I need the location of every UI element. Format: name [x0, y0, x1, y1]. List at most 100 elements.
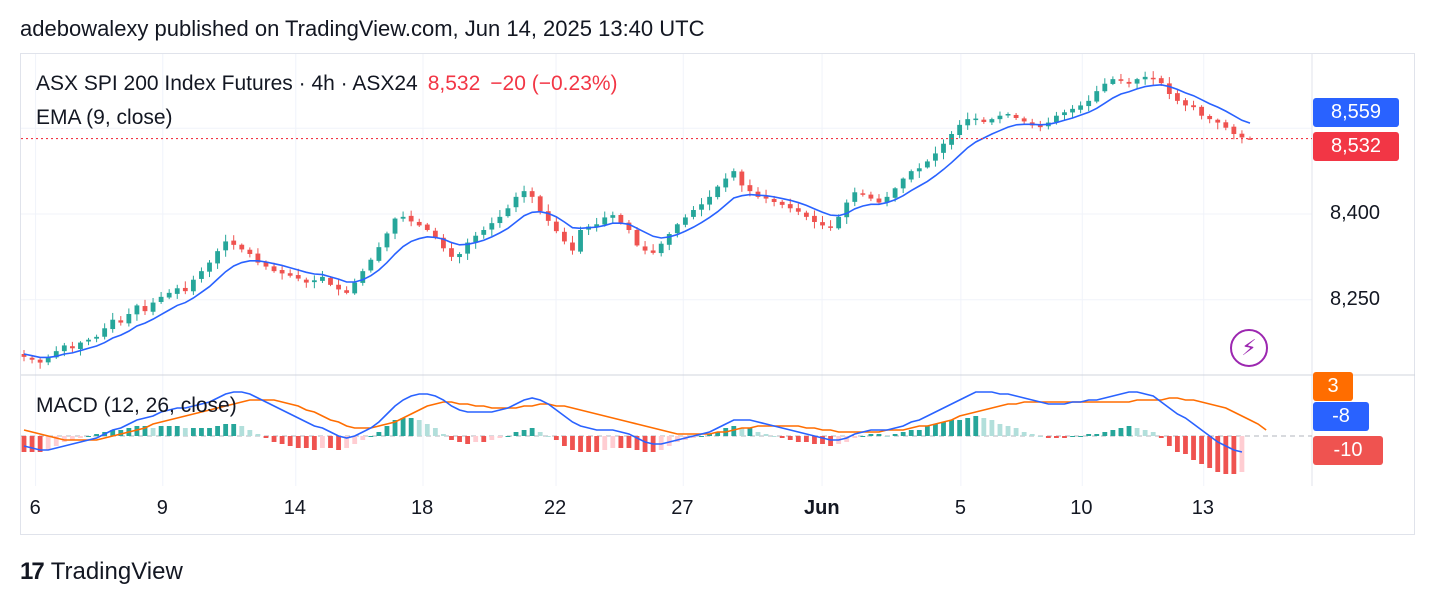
macd-histogram-bar — [1037, 436, 1043, 437]
candle-body — [1166, 83, 1172, 94]
candle-body — [763, 196, 769, 199]
last-price-tag: 8,532 — [1313, 132, 1399, 161]
macd-histogram-bar — [384, 426, 390, 436]
macd-histogram-bar — [94, 434, 99, 436]
candle-body — [1231, 126, 1237, 134]
candle-body — [747, 185, 753, 192]
candle-body — [150, 302, 156, 312]
candle-body — [594, 224, 600, 228]
macd-histogram-bar — [658, 436, 664, 450]
candle-body — [255, 253, 261, 263]
candle-body — [553, 221, 559, 232]
macd-histogram-bar — [933, 424, 938, 436]
macd-histogram-bar — [287, 436, 293, 446]
candle-body — [489, 223, 495, 230]
macd-histogram-bar — [553, 436, 559, 440]
lightning-bolt-icon[interactable]: ⚡ — [1230, 329, 1268, 367]
macd-histogram-bar — [1239, 436, 1245, 472]
macd-histogram-bar — [408, 418, 414, 436]
macd-histogram-bar — [852, 436, 858, 438]
time-axis-label: 6 — [29, 497, 41, 519]
time-axis-label: 18 — [411, 497, 434, 519]
candle-body — [537, 196, 543, 212]
candle-body — [1037, 124, 1043, 128]
macd-histogram-bar — [400, 418, 406, 436]
candle-body — [771, 198, 777, 202]
macd-histogram-bar — [674, 436, 680, 442]
candle-body — [989, 119, 995, 123]
macd-histogram-bar — [900, 432, 906, 436]
candle-body — [328, 277, 333, 285]
candle-body — [481, 230, 487, 235]
macd-histogram-bar — [779, 436, 785, 438]
candle-body — [344, 290, 350, 293]
candle-body — [981, 119, 987, 122]
macd-histogram-bar — [884, 436, 890, 437]
candle-body — [102, 328, 108, 337]
publisher-caption: adebowalexy published on TradingView.com… — [20, 16, 705, 41]
candle-body — [271, 266, 277, 272]
candle-body — [699, 204, 704, 210]
candle-body — [1175, 93, 1180, 101]
chart-frame[interactable] — [20, 53, 1415, 535]
macd-histogram-bar — [449, 436, 454, 440]
candle-body — [1223, 122, 1229, 128]
candle-body — [61, 345, 67, 352]
symbol-title[interactable]: ASX SPI 200 Index Futures · 4h · ASX24 — [36, 72, 418, 95]
macd-histogram-bar — [174, 426, 180, 436]
candle-body — [320, 276, 325, 281]
macd-histogram-bar — [1102, 432, 1108, 436]
macd-histogram-bar — [771, 436, 777, 437]
macd-histogram-bar — [513, 432, 519, 436]
candle-body — [884, 196, 890, 203]
candle-body — [949, 134, 954, 145]
ema-legend[interactable]: EMA (9, close) — [36, 106, 173, 129]
candle-body — [94, 336, 99, 339]
candle-body — [1102, 83, 1108, 92]
candle-body — [739, 171, 745, 186]
time-axis-label: 13 — [1191, 497, 1214, 519]
candle-body — [86, 339, 91, 342]
macd-histogram-bar — [747, 428, 753, 436]
symbol-legend: ASX SPI 200 Index Futures · 4h · ASX24 8,… — [36, 72, 618, 96]
macd-legend[interactable]: MACD (12, 26, close) — [36, 394, 237, 417]
macd-histogram-bar — [562, 436, 567, 446]
macd-histogram-bar — [1118, 428, 1124, 436]
ema-price-tag: 8,559 — [1313, 98, 1399, 127]
time-axis-label: 10 — [1070, 497, 1093, 519]
macd-histogram-bar — [207, 428, 212, 436]
candle-body — [755, 191, 761, 197]
candle-body — [1150, 77, 1156, 80]
candle-body — [53, 351, 59, 358]
candle-body — [473, 235, 479, 243]
candle-body — [231, 240, 237, 245]
macd-histogram-bar — [78, 436, 83, 438]
time-axis-label: 27 — [671, 497, 694, 519]
macd-histogram-bar — [828, 436, 833, 446]
candle-body — [1110, 79, 1116, 84]
macd-histogram-bar — [691, 436, 696, 438]
candle-body — [392, 218, 398, 234]
macd-histogram-bar — [239, 426, 245, 436]
candle-body — [876, 198, 882, 203]
candle-body — [812, 215, 817, 222]
candle-body — [691, 210, 696, 217]
macd-histogram-bar — [311, 436, 317, 450]
macd-histogram-bar — [795, 436, 801, 442]
candle-body — [295, 275, 301, 279]
candle-body — [723, 178, 729, 188]
candle-body — [1215, 119, 1221, 123]
candle-body — [37, 359, 43, 363]
macd-histogram-bar — [924, 426, 930, 436]
macd-histogram-bar — [279, 436, 285, 444]
macd-histogram-bar — [1021, 432, 1027, 436]
tradingview-logo[interactable]: 17 TradingView — [20, 558, 183, 586]
macd-histogram-bar — [86, 436, 91, 437]
macd-histogram-bar — [521, 430, 527, 436]
candle-body — [1142, 76, 1148, 80]
macd-line-tag: -8 — [1313, 402, 1369, 431]
candle-body — [1086, 100, 1092, 107]
macd-histogram-bar — [1062, 436, 1067, 438]
macd-histogram-bar — [666, 436, 672, 446]
